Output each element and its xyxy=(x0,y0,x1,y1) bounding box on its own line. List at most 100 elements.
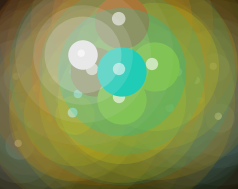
Point xyxy=(120,20,124,23)
Point xyxy=(78,94,82,98)
Point xyxy=(153,65,157,68)
Point xyxy=(22,105,26,108)
Point xyxy=(78,94,82,98)
Point xyxy=(73,113,77,116)
Point xyxy=(54,81,58,84)
Point xyxy=(120,98,124,101)
Point xyxy=(16,77,20,80)
Point xyxy=(54,81,58,84)
Point xyxy=(81,53,85,57)
Point xyxy=(196,81,200,84)
Point xyxy=(73,113,77,116)
Point xyxy=(163,87,167,90)
Point xyxy=(213,67,217,70)
Point xyxy=(60,101,64,104)
Point xyxy=(18,143,22,146)
Point xyxy=(16,77,20,80)
Point xyxy=(78,94,82,98)
Point xyxy=(71,111,74,114)
Point xyxy=(16,77,20,80)
Point xyxy=(196,81,200,84)
Point xyxy=(200,101,204,104)
Point xyxy=(163,87,167,90)
Point xyxy=(194,79,198,82)
Point xyxy=(178,73,182,76)
Point xyxy=(120,70,124,74)
Point xyxy=(72,70,76,73)
Point xyxy=(163,87,167,90)
Point xyxy=(120,98,124,101)
Point xyxy=(170,108,174,112)
Point xyxy=(50,119,54,122)
Point xyxy=(93,70,97,74)
Point xyxy=(188,116,192,119)
Point xyxy=(50,119,54,122)
Point xyxy=(18,143,22,146)
Point xyxy=(36,88,40,91)
Point xyxy=(16,142,20,145)
Point xyxy=(79,52,83,55)
Point xyxy=(78,94,82,98)
Point xyxy=(153,65,157,68)
Point xyxy=(74,73,78,76)
Point xyxy=(188,116,192,119)
Point xyxy=(48,117,52,120)
Point xyxy=(18,143,22,146)
Point xyxy=(54,81,58,84)
Point xyxy=(93,70,97,74)
Point xyxy=(170,108,174,112)
Point xyxy=(90,67,94,70)
Point xyxy=(198,99,202,102)
Point xyxy=(188,116,192,119)
Point xyxy=(188,116,192,119)
Point xyxy=(81,53,85,57)
Point xyxy=(117,95,121,98)
Point xyxy=(153,65,157,68)
Point xyxy=(200,101,204,104)
Point xyxy=(120,70,124,74)
Point xyxy=(196,81,200,84)
Point xyxy=(93,70,97,74)
Point xyxy=(120,70,124,74)
Point xyxy=(218,116,222,119)
Point xyxy=(36,88,40,91)
Point xyxy=(176,70,180,73)
Point xyxy=(213,67,217,70)
Point xyxy=(54,81,58,84)
Point xyxy=(161,84,165,87)
Point xyxy=(81,53,85,57)
Point xyxy=(218,116,222,119)
Point xyxy=(216,115,220,118)
Point xyxy=(74,73,78,76)
Point xyxy=(120,70,124,74)
Point xyxy=(117,17,121,20)
Point xyxy=(93,70,97,74)
Point xyxy=(16,77,20,80)
Point xyxy=(218,116,222,119)
Point xyxy=(170,108,174,112)
Point xyxy=(73,113,77,116)
Point xyxy=(60,101,64,104)
Point xyxy=(120,20,124,23)
Point xyxy=(178,73,182,76)
Point xyxy=(120,20,124,23)
Point xyxy=(170,108,174,112)
Point xyxy=(163,87,167,90)
Point xyxy=(30,125,34,128)
Point xyxy=(81,53,85,57)
Point xyxy=(168,106,172,109)
Point xyxy=(170,108,174,112)
Point xyxy=(153,65,157,68)
Point xyxy=(18,143,22,146)
Point xyxy=(50,119,54,122)
Point xyxy=(120,20,124,23)
Point xyxy=(211,65,215,68)
Point xyxy=(54,81,58,84)
Point xyxy=(218,116,222,119)
Point xyxy=(28,123,32,126)
Point xyxy=(60,101,64,104)
Point xyxy=(213,67,217,70)
Point xyxy=(178,73,182,76)
Point xyxy=(150,63,154,66)
Point xyxy=(213,67,217,70)
